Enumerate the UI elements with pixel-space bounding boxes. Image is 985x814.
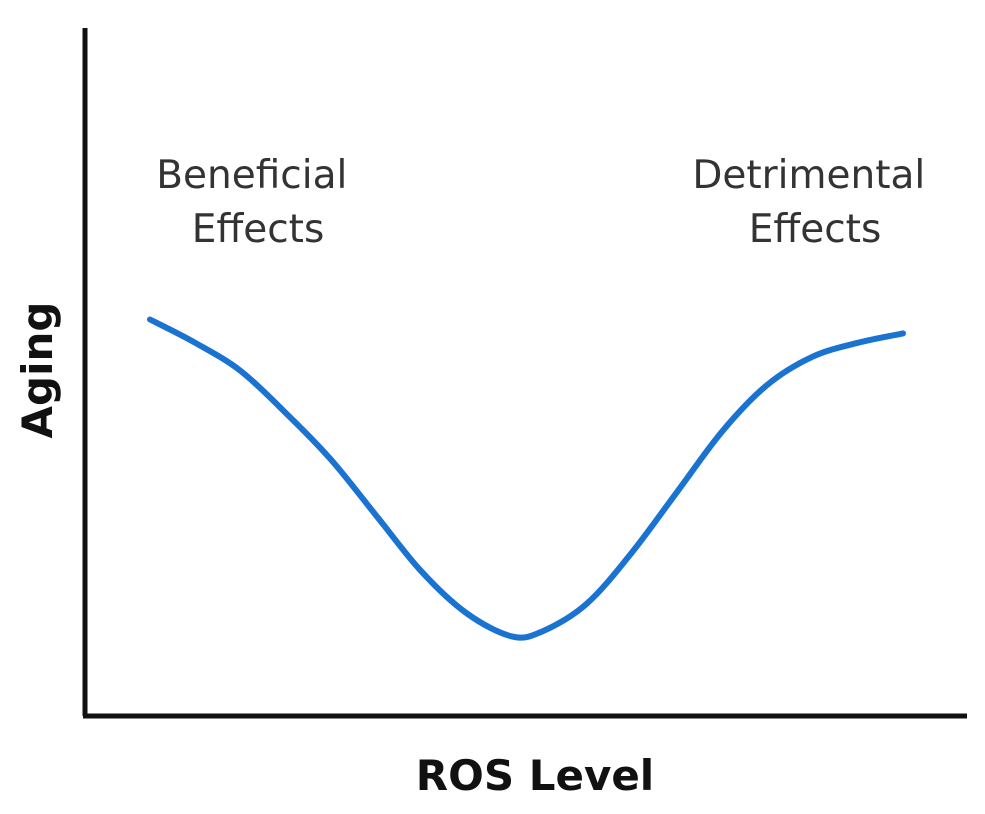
y-axis-title: Aging bbox=[13, 302, 62, 439]
annotation-beneficial-line-2: Effects bbox=[192, 207, 325, 252]
annotation-beneficial-effects: Beneficial Effects bbox=[156, 153, 359, 252]
x-axis-title: ROS Level bbox=[416, 751, 654, 800]
annotation-beneficial-line-1: Beneficial bbox=[156, 153, 347, 198]
series-line-aging-curve bbox=[147, 316, 906, 641]
annotation-detrimental-line-1: Detrimental bbox=[692, 153, 925, 198]
annotation-detrimental-effects: Detrimental Effects bbox=[692, 153, 937, 252]
annotation-detrimental-line-2: Effects bbox=[749, 207, 882, 252]
